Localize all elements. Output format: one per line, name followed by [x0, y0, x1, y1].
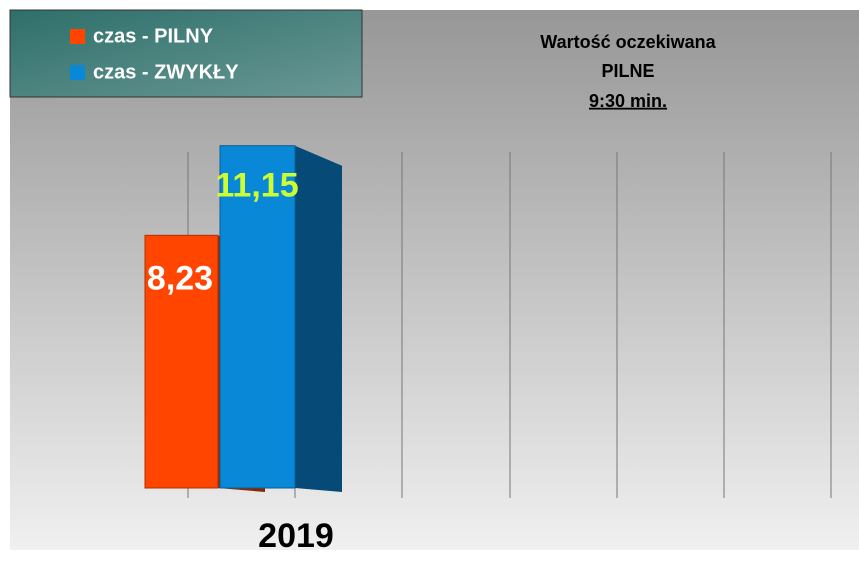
- annotation: PILNE: [601, 61, 654, 81]
- bar: [219, 145, 296, 489]
- value-label: 11,15: [215, 167, 298, 205]
- annotation: 9:30 min.: [589, 91, 667, 111]
- value-label: 8,23: [147, 259, 213, 297]
- bar-side: [295, 145, 342, 492]
- legend-swatch: [70, 29, 85, 44]
- legend-box: [9, 9, 363, 98]
- legend-label: czas - PILNY: [93, 25, 214, 47]
- x-tick-label: 2019: [258, 517, 334, 555]
- annotation: Wartość oczekiwana: [540, 32, 716, 52]
- legend-swatch: [70, 65, 85, 80]
- legend-label: czas - ZWYKŁY: [93, 61, 239, 83]
- bar: [144, 234, 219, 489]
